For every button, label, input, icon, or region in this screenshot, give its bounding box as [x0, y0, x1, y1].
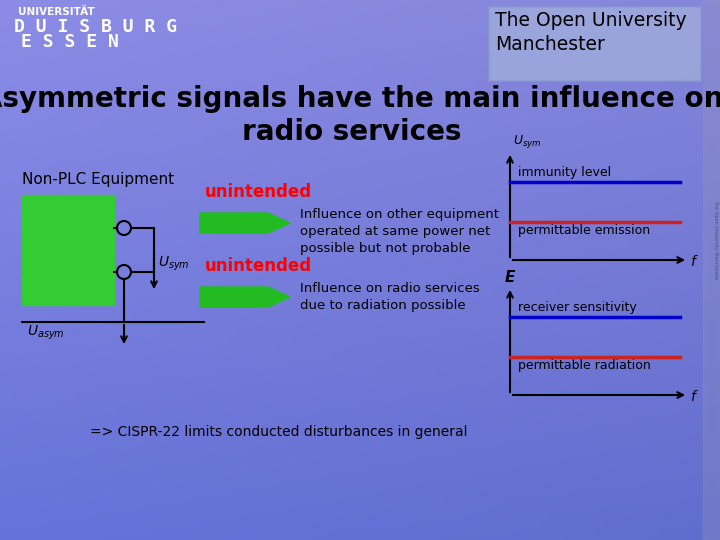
Text: f: f [690, 390, 695, 404]
Text: unintended: unintended [205, 183, 312, 201]
Text: The Open University
Manchester: The Open University Manchester [495, 11, 687, 54]
Text: permittable radiation: permittable radiation [518, 359, 651, 372]
Text: $U_{sym}$: $U_{sym}$ [513, 133, 542, 150]
Text: Non-PLC Equipment: Non-PLC Equipment [22, 172, 174, 187]
Text: E: E [505, 270, 516, 285]
Bar [703, 0, 720, 540]
Text: Influence on radio services
due to radiation possible: Influence on radio services due to radia… [300, 282, 480, 312]
Text: $U_{sym}$: $U_{sym}$ [158, 255, 190, 273]
FancyArrow shape [200, 287, 290, 307]
Bar [22, 195, 114, 305]
Text: permittable emission: permittable emission [518, 224, 650, 237]
Text: $U_{asym}$: $U_{asym}$ [27, 324, 65, 342]
FancyArrow shape [200, 213, 290, 233]
Text: Asymmetric signals have the main influence on
radio services: Asymmetric signals have the main influen… [0, 85, 720, 146]
Text: f: f [690, 255, 695, 269]
Text: D U I S B U R G: D U I S B U R G [14, 18, 177, 36]
Text: Influence on other equipment
operated at same power net
possible but not probabl: Influence on other equipment operated at… [300, 208, 499, 255]
Text: => CISPR-22 limits conducted disturbances in general: => CISPR-22 limits conducted disturbance… [90, 425, 467, 439]
Text: unintended: unintended [205, 257, 312, 275]
FancyBboxPatch shape [489, 7, 701, 81]
Text: immunity level: immunity level [518, 166, 611, 179]
Text: receiver sensitivity: receiver sensitivity [518, 301, 636, 314]
Text: The Open University Manchester: The Open University Manchester [714, 200, 719, 280]
Text: E S S E N: E S S E N [21, 33, 119, 51]
Text: UNIVERSITÄT: UNIVERSITÄT [18, 7, 95, 17]
